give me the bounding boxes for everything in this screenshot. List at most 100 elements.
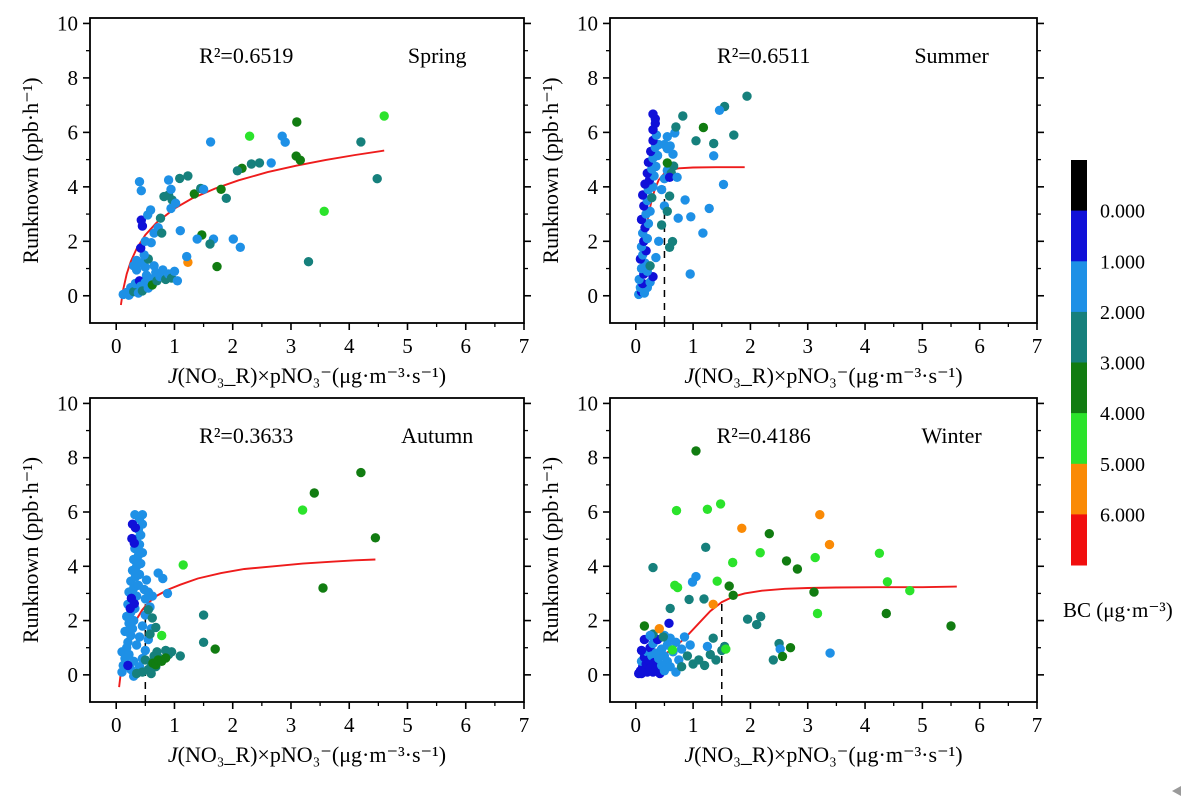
data-point	[166, 647, 177, 657]
data-point	[709, 138, 719, 149]
data-point	[699, 594, 709, 604]
data-point	[246, 159, 257, 169]
data-point	[643, 218, 654, 229]
y-tick-label: 4	[588, 554, 599, 578]
data-point	[742, 614, 753, 624]
data-point	[140, 645, 150, 656]
x-tick-label: 6	[460, 334, 471, 358]
data-point	[235, 242, 245, 252]
y-tick-label: 6	[588, 500, 599, 524]
data-point	[881, 608, 891, 619]
data-point	[651, 252, 661, 263]
y-tick-label: 2	[68, 229, 79, 253]
x-axis-label: J(NO₃_R)×pNO₃⁻(μg·m⁻³·s⁻¹)	[168, 742, 446, 767]
data-point	[691, 571, 701, 582]
panel-autumn: 0 1 2 3 4 5 6 7 0 2 4 6 8 10 R²=0.3633 Autumn J(NO₃_R)×p…	[18, 391, 531, 767]
x-tick-label: 2	[227, 334, 238, 358]
corner-artifact-icon	[1172, 786, 1181, 796]
scatter-points	[117, 467, 381, 681]
y-tick-label: 8	[588, 446, 599, 470]
data-point	[162, 588, 173, 599]
data-point	[280, 137, 290, 147]
data-point	[136, 243, 146, 253]
y-tick-label: 10	[577, 391, 598, 415]
data-point	[701, 542, 711, 552]
colorbar-tick-label: 4.000	[1100, 403, 1145, 425]
y-tick-label: 6	[68, 120, 79, 144]
y-tick-label: 0	[68, 663, 79, 687]
data-point	[189, 189, 199, 199]
colorbar-segment	[1071, 362, 1087, 414]
data-point	[825, 648, 835, 658]
x-axis-label: J(NO₃_R)×pNO₃⁻(μg·m⁻³·s⁻¹)	[684, 742, 962, 767]
data-point	[143, 605, 153, 615]
data-point	[752, 619, 762, 630]
season-title: Summer	[914, 43, 989, 68]
data-point	[309, 488, 319, 498]
colorbar-tick-label: 1.000	[1100, 251, 1145, 273]
scatter-points	[118, 111, 389, 300]
data-point	[136, 558, 146, 569]
data-point	[777, 651, 788, 662]
data-point	[147, 613, 157, 623]
x-tick-label: 0	[111, 334, 122, 358]
plot-frame	[89, 397, 525, 703]
data-point	[785, 643, 796, 653]
x-tick-label: 4	[344, 334, 355, 358]
data-point	[905, 586, 915, 596]
data-point	[124, 649, 134, 660]
colorbar-tick-label: 2.000	[1100, 302, 1145, 324]
data-point	[672, 172, 682, 182]
x-axis-label-rest: (NO₃_R)×pNO₃⁻(μg·m⁻³·s⁻¹)	[178, 742, 446, 767]
data-point	[149, 261, 159, 271]
y-tick-label: 8	[588, 66, 599, 90]
data-point	[662, 132, 672, 142]
x-tick-label: 1	[169, 713, 180, 737]
data-point	[704, 203, 714, 214]
data-point	[232, 166, 243, 176]
y-tick-label: 8	[68, 446, 79, 470]
colorbar: 0.000 1.000 2.000 3.000 4.000 5.000 6.000 BC (μ…	[1063, 160, 1173, 622]
data-point	[718, 179, 729, 190]
data-point	[639, 621, 650, 631]
data-point	[140, 262, 150, 272]
data-point	[756, 611, 766, 622]
data-point	[664, 242, 675, 252]
x-tick-label: 3	[286, 713, 297, 737]
colorbar-segment	[1071, 160, 1087, 212]
data-point	[136, 186, 146, 196]
data-point	[662, 158, 672, 168]
data-point	[768, 655, 778, 665]
data-point	[146, 238, 156, 248]
panel-winter: 0 1 2 3 4 5 6 7 0 2 4 6 8 10 R²=0.4186 Winter J(NO₃_R)×p…	[538, 391, 1044, 767]
y-tick-label: 0	[588, 663, 599, 687]
data-point	[656, 220, 667, 230]
x-axis-label-j: J	[684, 363, 695, 388]
data-point	[175, 651, 185, 661]
data-point	[712, 576, 722, 586]
data-point	[676, 644, 687, 654]
x-axis-label-j: J	[168, 363, 179, 388]
data-point	[356, 467, 366, 478]
data-point	[182, 251, 192, 262]
data-point	[356, 137, 366, 147]
data-point	[183, 171, 193, 181]
data-point	[146, 668, 156, 679]
data-point	[691, 446, 701, 456]
data-point	[665, 603, 675, 614]
data-point	[130, 523, 141, 533]
plot-frame	[609, 397, 1038, 703]
r-squared-annotation: R²=0.6519	[199, 43, 293, 68]
data-point	[120, 626, 130, 637]
data-point	[143, 210, 153, 220]
data-point	[755, 548, 765, 558]
r-squared-annotation: R²=0.6511	[717, 43, 810, 68]
y-axis-label: Runknown (ppb·h⁻¹)	[18, 77, 43, 263]
data-point	[157, 228, 167, 238]
x-tick-label: 7	[519, 334, 530, 358]
data-point	[645, 206, 655, 216]
x-tick-label: 0	[631, 713, 642, 737]
data-point	[667, 645, 678, 655]
x-tick-label: 3	[286, 334, 297, 358]
